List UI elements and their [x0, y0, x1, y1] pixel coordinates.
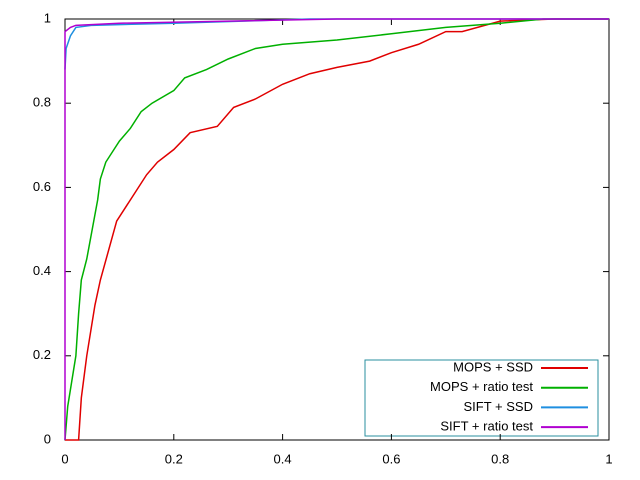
y-tick-label: 0.6 — [33, 179, 51, 194]
y-tick-label: 0.2 — [33, 347, 51, 362]
y-tick-label: 0.8 — [33, 95, 51, 110]
y-tick-label: 0 — [44, 431, 51, 446]
line-series — [64, 18, 609, 70]
x-tick-label: 1 — [605, 451, 612, 466]
line-series — [65, 18, 609, 441]
y-tick-label: 0.4 — [33, 263, 51, 278]
legend-label: SIFT + ratio test — [440, 419, 533, 434]
x-tick-label: 0.6 — [382, 451, 400, 466]
legend-label: SIFT + SSD — [464, 399, 533, 414]
x-tick-label: 0.4 — [274, 451, 292, 466]
line-series — [64, 18, 609, 440]
y-tick-label: 1 — [44, 10, 51, 25]
legend-label: MOPS + ratio test — [430, 379, 533, 394]
legend-box — [364, 359, 599, 437]
line-series — [64, 18, 609, 441]
legend-label: MOPS + SSD — [453, 359, 533, 374]
x-tick-label: 0.2 — [165, 451, 183, 466]
x-tick-label: 0 — [61, 451, 68, 466]
x-tick-label: 0.8 — [491, 451, 509, 466]
